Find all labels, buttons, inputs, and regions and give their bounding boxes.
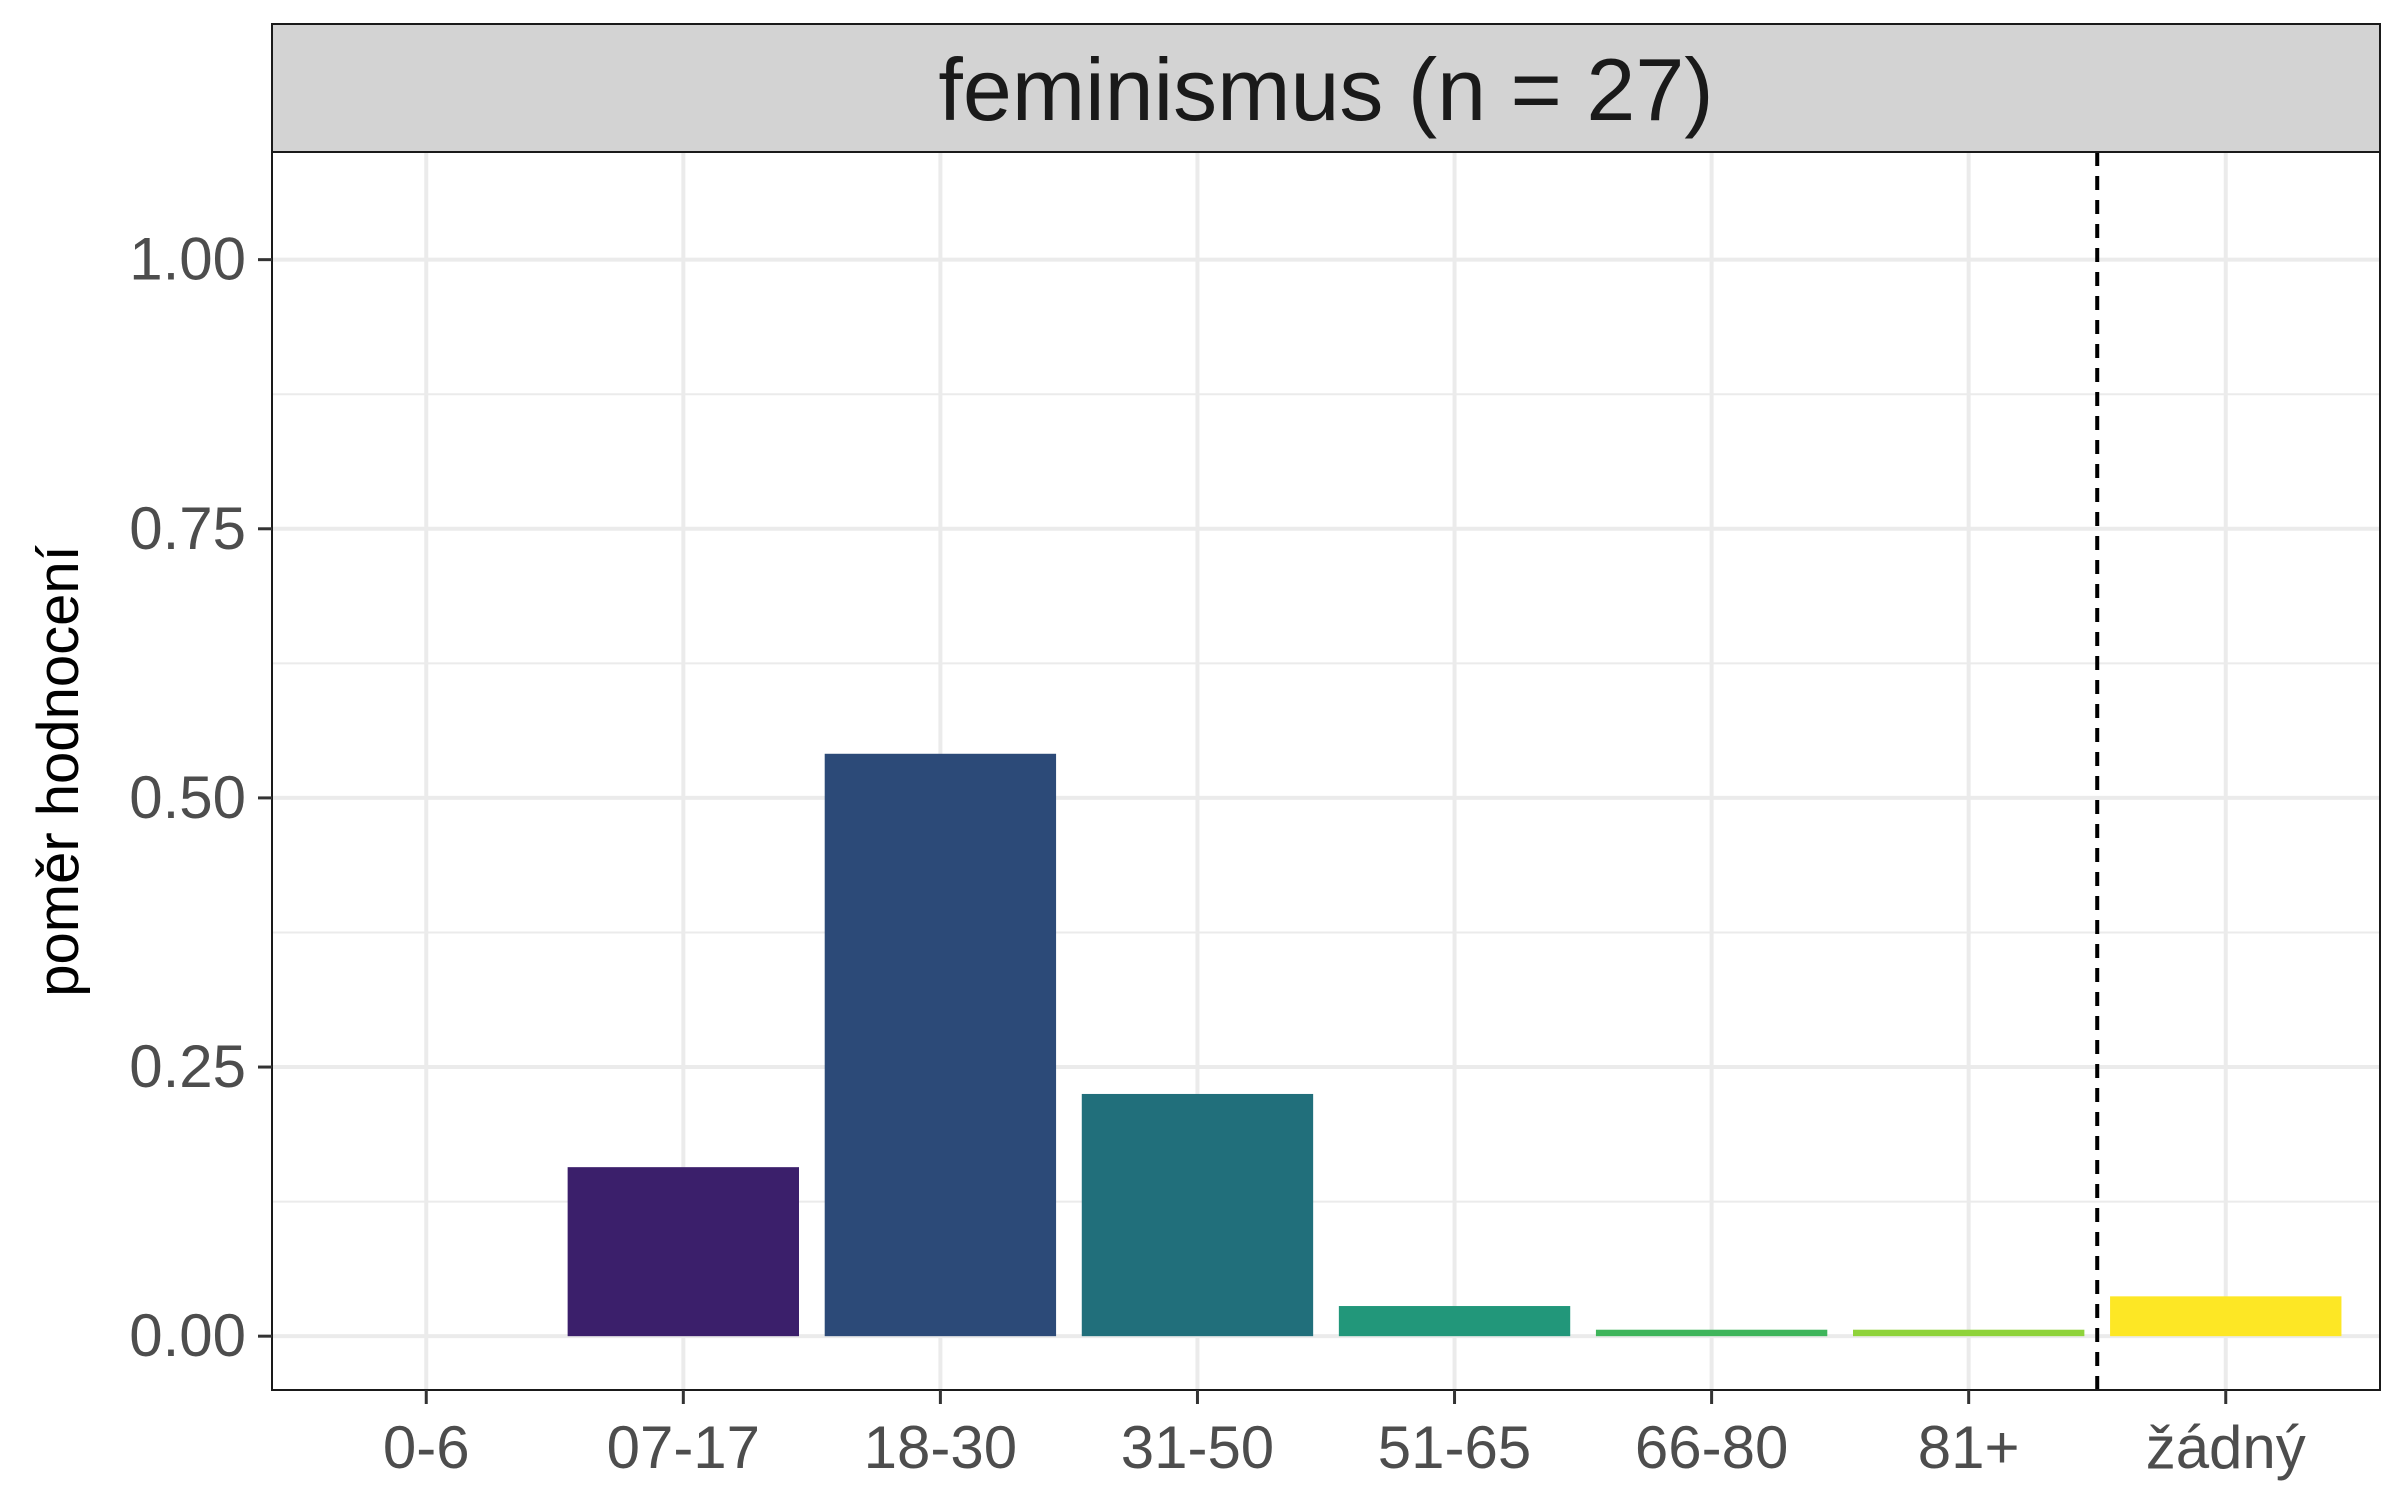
x-tick-label: 51-65 — [1378, 1414, 1531, 1481]
bar-81+ — [1853, 1329, 2085, 1337]
y-tick-label: 1.00 — [129, 226, 246, 293]
x-tick-label: žádný — [2146, 1414, 2306, 1481]
bar-51-65 — [1338, 1306, 1571, 1337]
x-tick-label: 07-17 — [607, 1414, 760, 1481]
y-tick-label: 0.25 — [129, 1033, 246, 1100]
facet-strip — [271, 23, 2381, 153]
bar-žádný — [2110, 1296, 2342, 1337]
bars — [567, 753, 2342, 1337]
y-axis: 0.00 0.25 0.50 0.75 1.00 — [129, 226, 272, 1369]
x-axis: 0-6 07-17 18-30 31-50 51-65 66-80 81+ žádný — [383, 1390, 2306, 1481]
bar-07-17 — [567, 1167, 799, 1337]
x-tick-label: 18-30 — [864, 1414, 1017, 1481]
x-tick-label: 81+ — [1918, 1414, 2020, 1481]
chart-title: feminismus (n = 27) — [938, 40, 1713, 139]
y-tick-label: 0.75 — [129, 495, 246, 562]
x-tick-label: 31-50 — [1121, 1414, 1274, 1481]
x-tick-label: 0-6 — [383, 1414, 470, 1481]
y-tick-label: 0.50 — [129, 764, 246, 831]
x-tick-label: 66-80 — [1635, 1414, 1788, 1481]
y-axis-label: poměr hodnocení — [26, 545, 91, 996]
bar-18-30 — [824, 753, 1057, 1337]
bar-31-50 — [1081, 1093, 1314, 1337]
bar-66-80 — [1595, 1329, 1828, 1337]
y-tick-label: 0.00 — [129, 1302, 246, 1369]
